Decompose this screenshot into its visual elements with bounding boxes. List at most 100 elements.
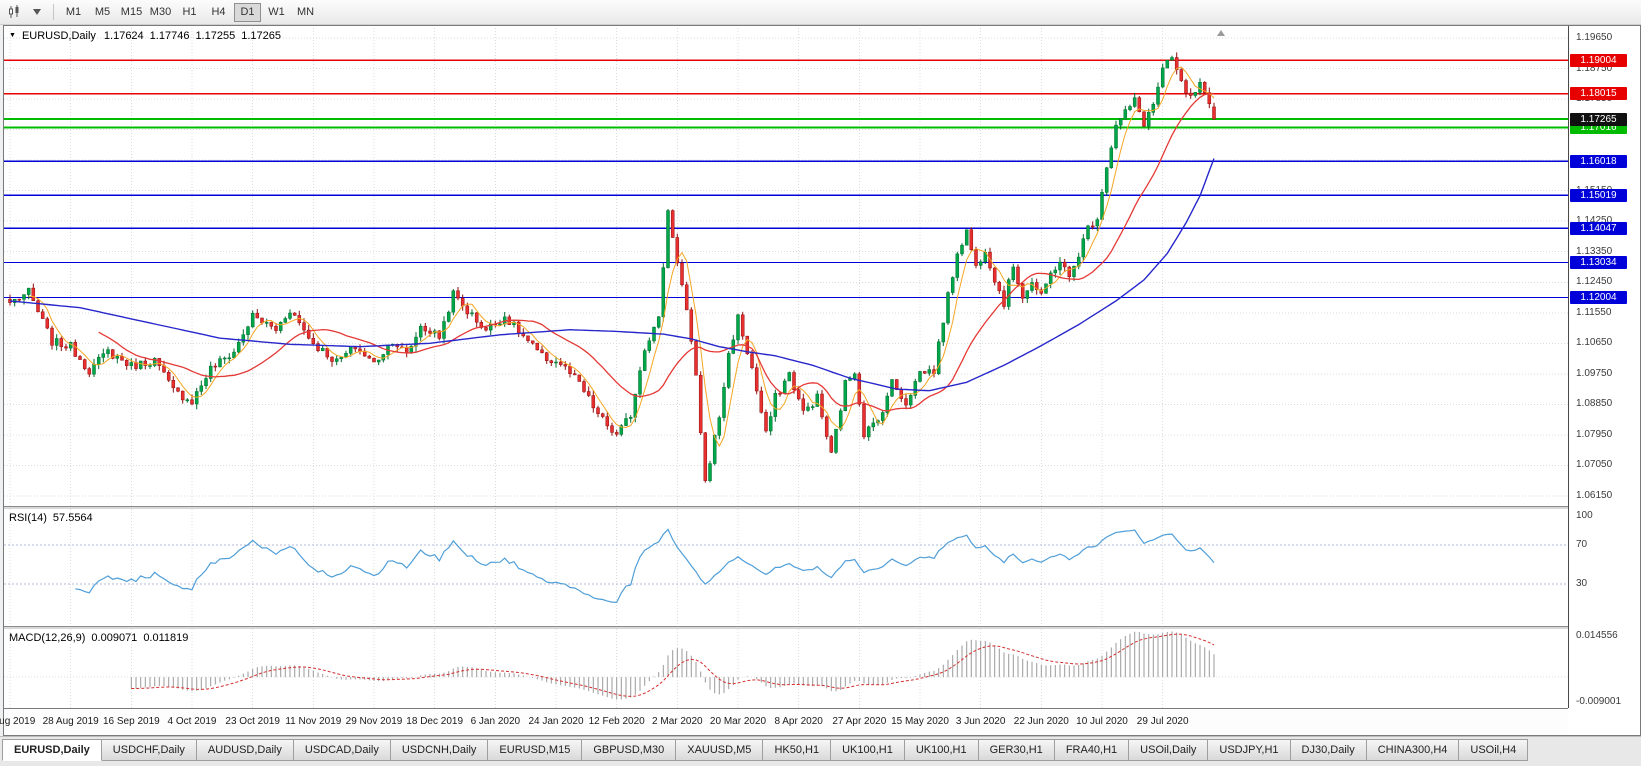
price-tick: 1.18750	[1576, 62, 1613, 74]
timeframe-button-m5[interactable]: M5	[94, 5, 111, 18]
chart-tab-usdcnh-daily[interactable]: USDCNH,Daily	[390, 739, 489, 761]
rsi-axis-tick: 30	[1576, 578, 1588, 590]
price-level-label-black: 1.17265	[1570, 112, 1627, 126]
price-tick: 1.09750	[1576, 367, 1613, 379]
chart-symbol: EURUSD,Daily	[21, 30, 96, 42]
rsi-indicator-name: RSI(14)	[9, 512, 47, 524]
date-label: 10 Jul 2020	[1076, 716, 1128, 727]
price-chart-plot[interactable]	[4, 26, 1568, 708]
chart-tab-eurusd-m15[interactable]: EURUSD,M15	[488, 739, 583, 761]
price-level-label-blue: 1.13034	[1570, 255, 1627, 269]
rsi-panel-label: RSI(14) 57.5564	[9, 512, 99, 524]
chart-tab-gbpusd-m30[interactable]: GBPUSD,M30	[582, 739, 677, 761]
macd-value-main: 0.009071	[91, 632, 138, 644]
timeframe-button-mn[interactable]: MN	[296, 5, 315, 18]
price-tick: 1.07050	[1576, 459, 1613, 471]
chart-tab-usdchf-daily[interactable]: USDCHF,Daily	[101, 739, 197, 761]
chart-tabs-bar: EURUSD,Daily USDCHF,Daily AUDUSD,Daily USDC…	[0, 736, 1641, 766]
price-tick: 1.11550	[1576, 306, 1612, 318]
price-tick: 1.07950	[1576, 428, 1613, 440]
date-label: 3 Jun 2020	[955, 716, 1006, 727]
date-label: 18 Dec 2019	[406, 716, 464, 727]
chevron-down-icon	[33, 9, 41, 15]
rsi-indicator-value: 57.5564	[52, 512, 93, 524]
macd-axis-tick: 0.014556	[1576, 630, 1618, 641]
ohlc-close: 1.17265	[241, 30, 281, 42]
panel-splitters[interactable]	[4, 506, 1568, 629]
date-label: 28 Aug 2019	[42, 716, 99, 727]
price-level-label-blue: 1.12004	[1570, 290, 1627, 304]
macd-indicator-name: MACD(12,26,9)	[9, 632, 86, 644]
toolbar: M1 M5 M15 M30 H1 H4 D1 W1 MN	[0, 0, 1641, 25]
chart-type-dropdown-icon[interactable]	[26, 3, 48, 22]
price-tick: 1.06150	[1576, 489, 1613, 501]
grid-lines	[4, 28, 1568, 708]
candles	[8, 52, 1216, 483]
price-level-label-red: 1.18015	[1570, 87, 1627, 101]
date-label: 12 Feb 2020	[588, 716, 645, 727]
chart-tab-eurusd-daily[interactable]: EURUSD,Daily	[2, 739, 102, 761]
date-label: 24 Jan 2020	[528, 716, 584, 727]
date-label: 11 Nov 2019	[285, 716, 342, 727]
chart-tab-usoil-daily[interactable]: USOil,Daily	[1129, 739, 1209, 761]
price-level-label-blue: 1.14047	[1570, 221, 1627, 235]
chart-tab-uk100-h1[interactable]: UK100,H1	[831, 739, 905, 761]
rsi-panel	[4, 528, 1568, 604]
date-label: 23 Oct 2019	[225, 716, 280, 727]
rsi-axis-tick: 100	[1576, 509, 1593, 521]
date-label: 27 Apr 2020	[832, 716, 887, 727]
symbol-marker-icon: ▼	[9, 32, 16, 39]
date-label: 22 Jun 2020	[1013, 716, 1069, 727]
macd-panel	[4, 631, 1568, 700]
chart-tab-hk50-h1[interactable]: HK50,H1	[763, 739, 832, 761]
price-tick: 1.14250	[1576, 215, 1613, 227]
chart-tab-usoil-h4[interactable]: USOil,H4	[1459, 739, 1529, 761]
timeframe-button-d1[interactable]: D1	[234, 2, 261, 22]
macd-axis-tick: -0.009001	[1576, 696, 1622, 707]
chart-shift-marker-icon[interactable]	[1217, 30, 1225, 36]
chart-tab-ger30-h1[interactable]: GER30,H1	[978, 739, 1055, 761]
date-label: 15 May 2020	[891, 716, 949, 727]
chart-tab-usdcad-daily[interactable]: USDCAD,Daily	[293, 739, 391, 761]
chart-tab-fra40-h1[interactable]: FRA40,H1	[1054, 739, 1130, 761]
date-label: 4 Oct 2019	[167, 716, 217, 727]
splitter-macd[interactable]	[4, 626, 1568, 629]
price-tick: 1.08850	[1576, 398, 1613, 410]
chart-tab-usdjpy-h1[interactable]: USDJPY,H1	[1208, 739, 1291, 761]
chart-tab-audusd-daily[interactable]: AUDUSD,Daily	[196, 739, 294, 761]
macd-panel-label: MACD(12,26,9) 0.009071 0.011819	[9, 632, 194, 644]
chart-tab-xauusd-m5[interactable]: XAUUSD,M5	[676, 739, 764, 761]
price-tick: 1.12450	[1576, 276, 1613, 288]
date-label: 8 Apr 2020	[774, 716, 823, 727]
moving-averages	[9, 66, 1215, 448]
timeframe-button-w1[interactable]: W1	[268, 5, 285, 18]
date-label: 6 Jan 2020	[470, 716, 521, 727]
chart-tab-dj30-daily[interactable]: DJ30,Daily	[1290, 739, 1367, 761]
ohlc-open: 1.17624	[103, 30, 144, 42]
timeframe-button-h1[interactable]: H1	[182, 5, 197, 18]
ohlc-high: 1.17746	[149, 30, 190, 42]
timeframe-button-m1[interactable]: M1	[65, 5, 82, 18]
timeframe-button-h4[interactable]: H4	[211, 5, 226, 18]
support-resistance-lines[interactable]	[4, 59, 1568, 299]
chart-tab-uk100-h1[interactable]: UK100,H1	[904, 739, 979, 761]
rsi-axis-tick: 70	[1576, 539, 1588, 551]
date-label: 29 Nov 2019	[345, 716, 403, 727]
price-tick: 1.13350	[1576, 245, 1613, 257]
price-axis[interactable]: 1.196501.187501.178501.169501.160501.151…	[1568, 26, 1640, 708]
price-tick: 1.10650	[1576, 337, 1613, 349]
date-label: 2 Mar 2020	[652, 716, 703, 727]
chart-title: ▼ EURUSD,Daily 1.17624 1.17746 1.17255 1.1726…	[9, 30, 287, 42]
candlestick-chart-type-icon[interactable]	[4, 3, 26, 22]
timeframe-button-m30[interactable]: M30	[149, 5, 172, 18]
price-level-label-red: 1.19004	[1570, 53, 1627, 67]
splitter-rsi[interactable]	[4, 506, 1568, 509]
chart-tab-china300-h4[interactable]: CHINA300,H4	[1366, 739, 1460, 761]
date-label: 29 Jul 2020	[1136, 716, 1189, 727]
price-level-label-blue: 1.16018	[1570, 154, 1627, 168]
timeframe-button-m15[interactable]: M15	[120, 5, 143, 18]
chart-window: ▼ EURUSD,Daily 1.17624 1.17746 1.17255 1.1726…	[0, 25, 1641, 736]
ohlc-low: 1.17255	[195, 30, 236, 42]
price-level-label-blue: 1.15019	[1570, 188, 1627, 202]
